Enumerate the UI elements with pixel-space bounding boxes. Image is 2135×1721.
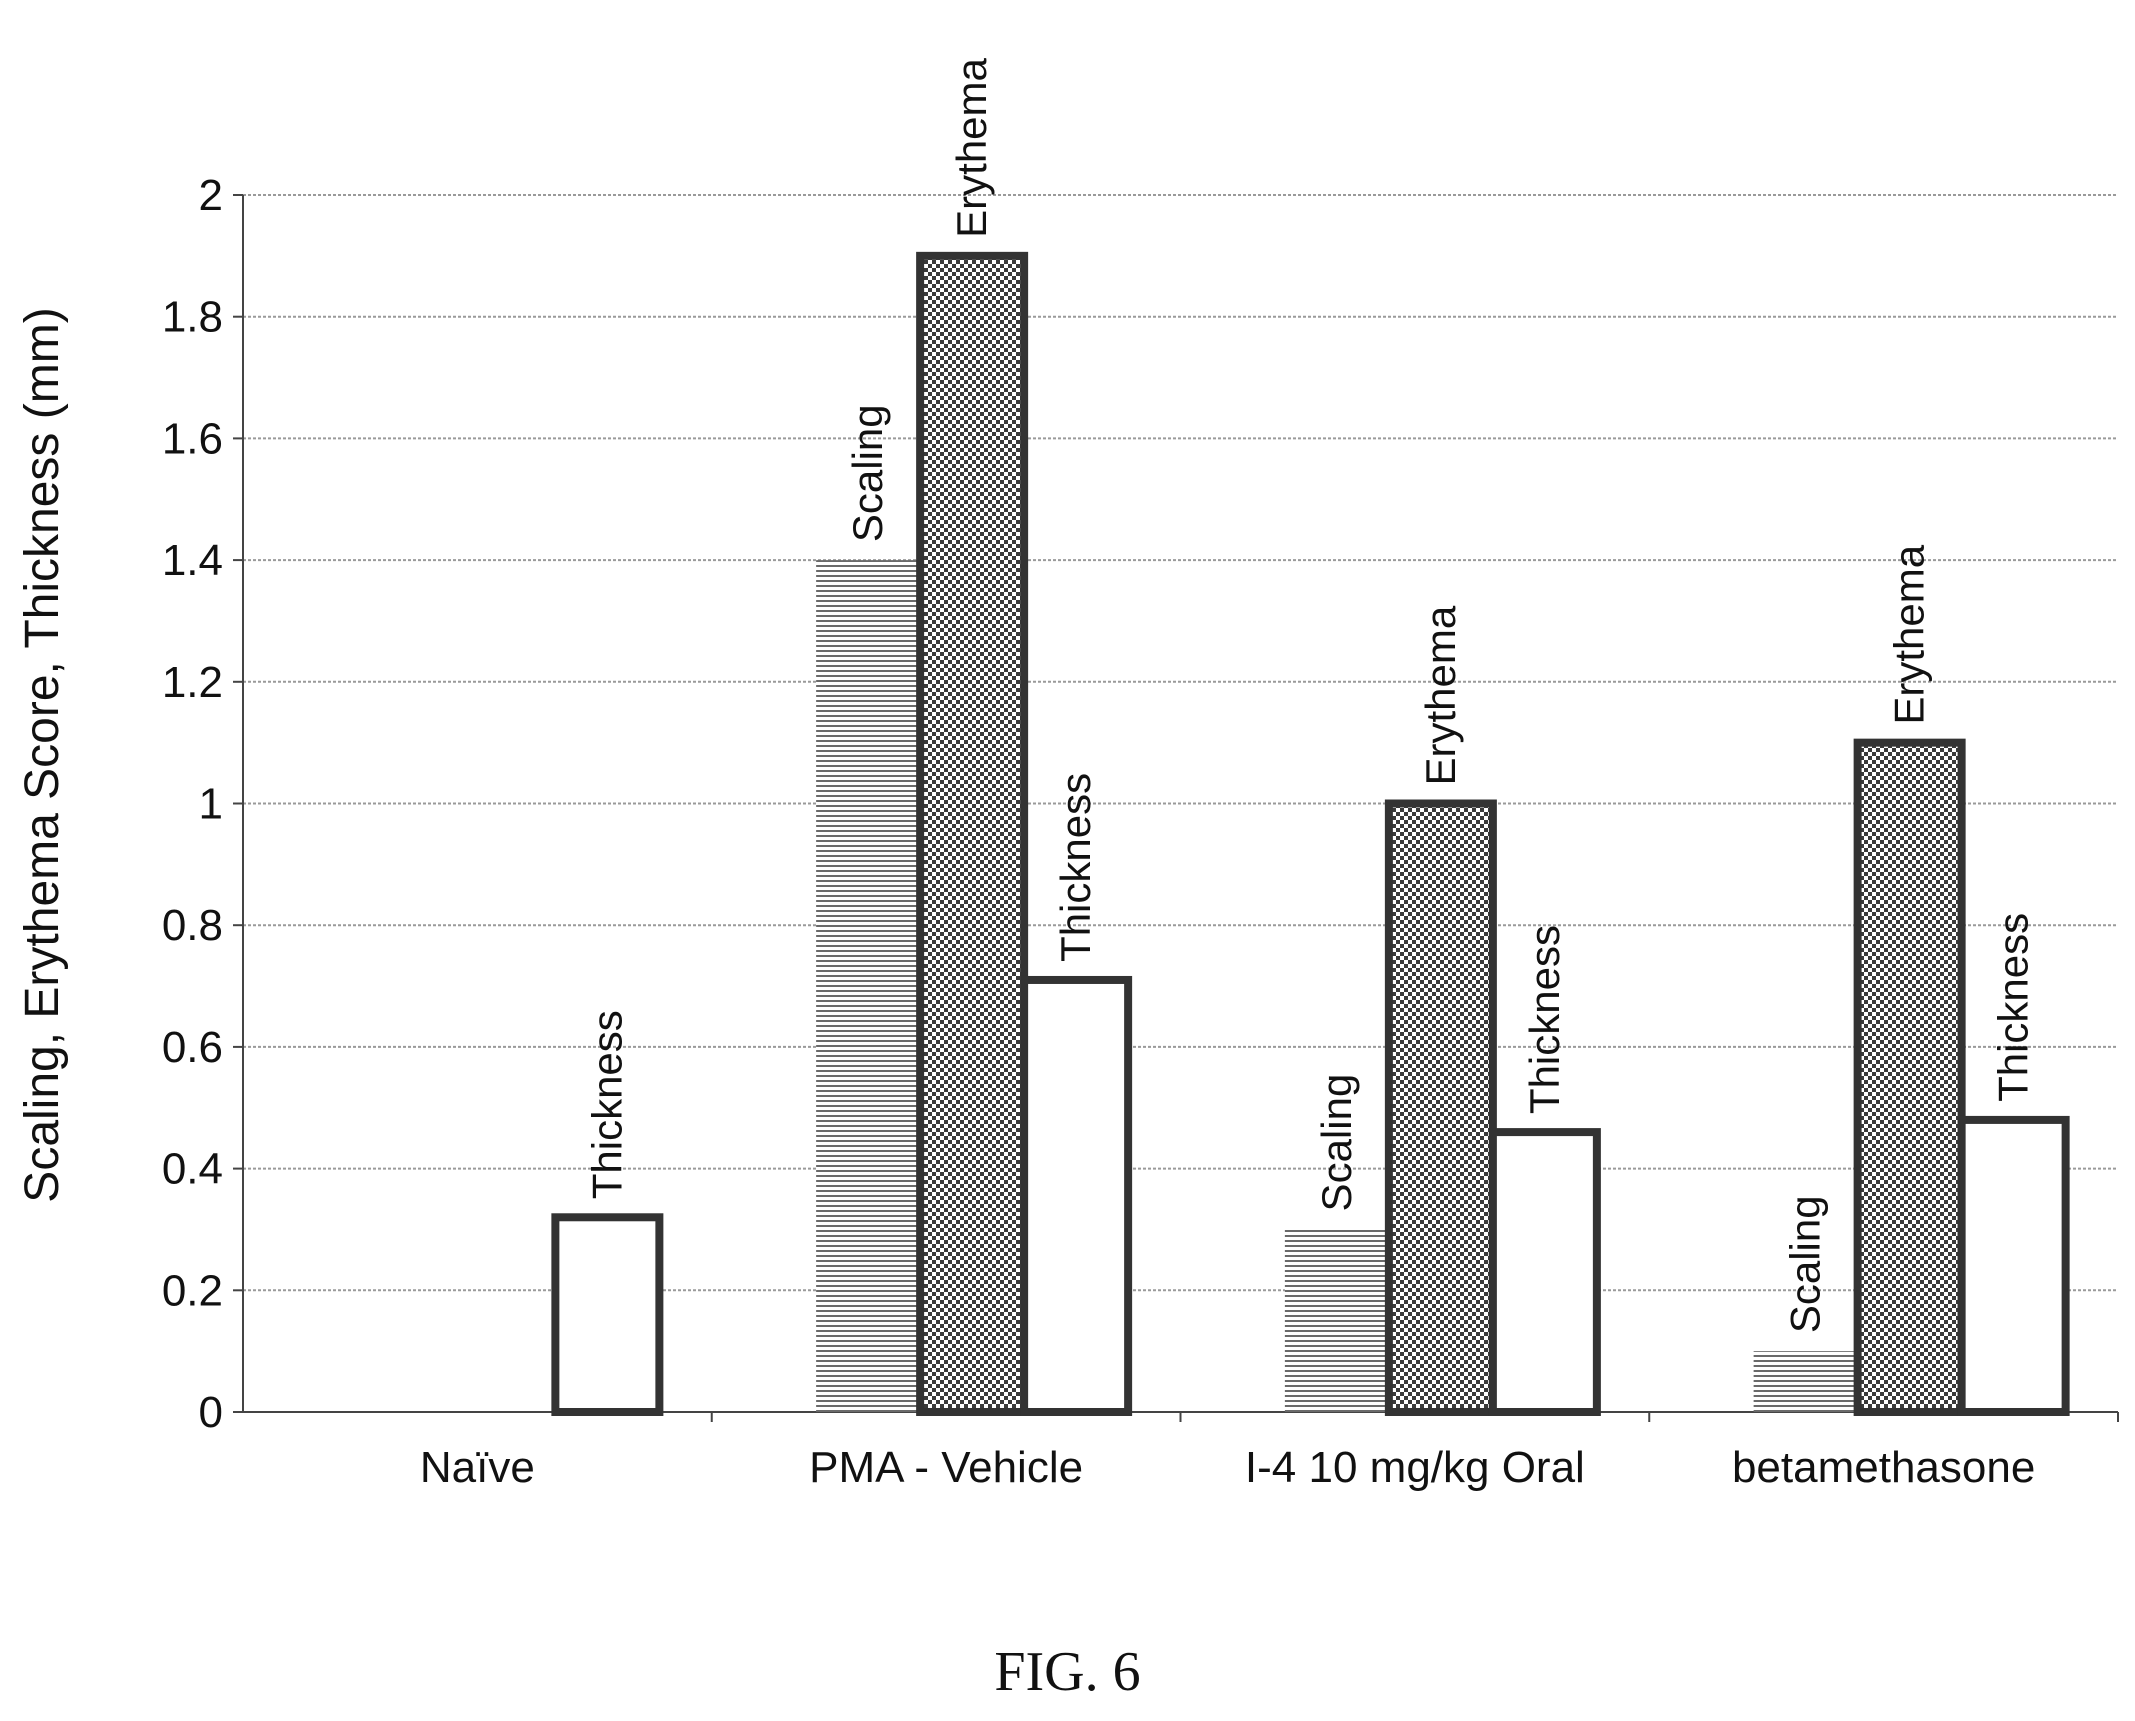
axes	[233, 194, 2119, 1422]
bar-thickness	[1488, 1128, 1601, 1416]
bar-erythema	[1384, 799, 1497, 1416]
y-tick-label: 1.2	[162, 658, 223, 707]
bar-label-thickness: Thickness	[583, 1010, 630, 1199]
bar-scaling	[1753, 1351, 1858, 1412]
y-tick-label: 0	[199, 1388, 223, 1437]
category-labels: Naïve PMA - Vehicle I-4 10 mg/kg Oral betam…	[420, 1443, 2035, 1492]
bar-label-thickness: Thickness	[1990, 913, 2037, 1102]
bar-label-erythema: Erythema	[948, 57, 995, 237]
bar-label-erythema: Erythema	[1886, 544, 1933, 724]
bar-thickness	[1957, 1115, 2070, 1417]
bar-label-thickness: Thickness	[1052, 773, 1099, 962]
figure-caption: FIG. 6	[994, 1641, 1141, 1703]
y-tick-label: 0.6	[162, 1023, 223, 1072]
bar-thickness	[1020, 975, 1133, 1417]
y-tick-label: 1.6	[162, 414, 223, 463]
y-tick-label: 1.4	[162, 536, 223, 585]
y-tick-label: 0.2	[162, 1266, 223, 1315]
y-axis-title: Scaling, Erythema Score, Thickness (mm)	[16, 307, 69, 1202]
bar-label-scaling: Scaling	[1782, 1195, 1829, 1333]
y-tick-label: 0.4	[162, 1145, 223, 1194]
bar-label-erythema: Erythema	[1417, 605, 1464, 785]
y-tick-label: 0.8	[162, 901, 223, 950]
bar-scaling	[816, 560, 921, 1412]
bar-labels: Scaling Scaling Scaling Erythema Erythema Ery…	[583, 57, 2036, 1333]
category-label: Naïve	[420, 1443, 535, 1492]
y-tick-labels: 0 0.2 0.4 0.6 0.8 1 1.2 1.4 1.6 1.8 2	[162, 171, 223, 1437]
category-label: betamethasone	[1732, 1443, 2035, 1492]
bar-chart: 0 0.2 0.4 0.6 0.8 1 1.2 1.4 1.6 1.8 2 Naïve PMA - V…	[16, 57, 2119, 1492]
bars	[551, 251, 2070, 1417]
y-tick-label: 2	[199, 171, 223, 220]
bar-label-scaling: Scaling	[1313, 1074, 1360, 1212]
bar-scaling	[1284, 1229, 1389, 1412]
category-label: PMA - Vehicle	[809, 1443, 1083, 1492]
gridlines	[243, 194, 2118, 1292]
bar-label-thickness: Thickness	[1521, 925, 1568, 1114]
bar-label-scaling: Scaling	[844, 404, 891, 542]
y-tick-label: 1.8	[162, 293, 223, 342]
bar-erythema	[916, 251, 1029, 1417]
y-tick-label: 1	[199, 780, 223, 829]
bar-erythema	[1853, 738, 1966, 1416]
category-label: I-4 10 mg/kg Oral	[1245, 1443, 1585, 1492]
bar-thickness	[551, 1213, 664, 1417]
